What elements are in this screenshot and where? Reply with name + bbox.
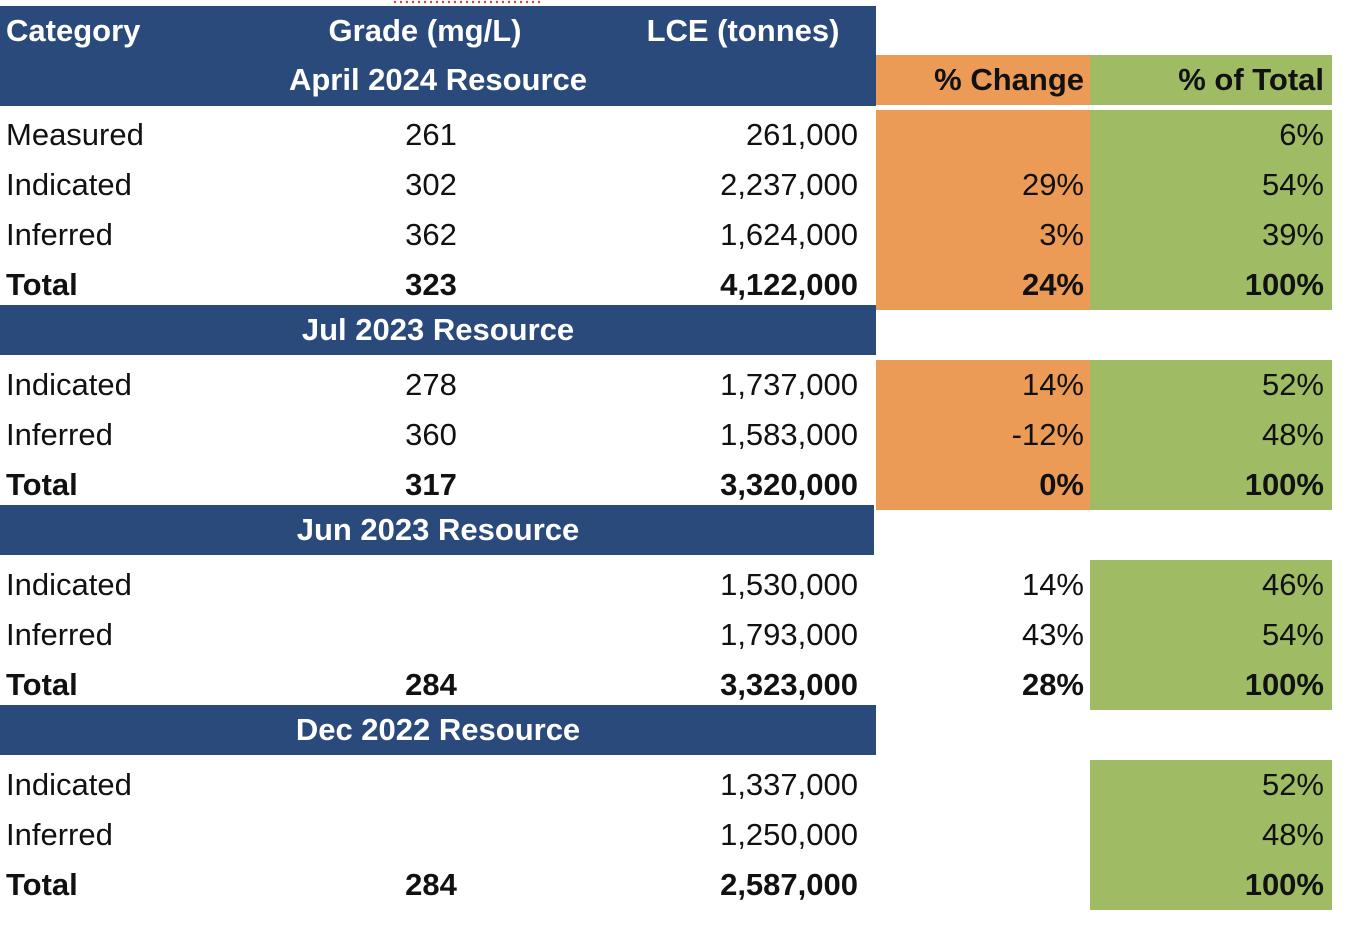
- cell-grade: 278: [405, 367, 457, 402]
- total-row[interactable]: Total 284 2,587,000 100%: [0, 860, 1362, 910]
- table-row[interactable]: Inferred 362 1,624,000 3% 39%: [0, 210, 1362, 260]
- cell-grade: 284: [405, 667, 457, 702]
- section-header-row: Jun 2023 Resource: [0, 505, 1362, 555]
- cell-category: Inferred: [6, 817, 113, 852]
- cell-change: 24%: [876, 260, 1090, 310]
- header-grade[interactable]: Grade (mg/L): [328, 13, 522, 48]
- cell-change: -12%: [876, 410, 1090, 460]
- cell-lce: 4,122,000: [720, 267, 858, 302]
- cell-change: [876, 810, 1090, 860]
- cell-change: 43%: [1021, 617, 1084, 652]
- cell-lce: 3,323,000: [720, 667, 858, 702]
- section-title: Jul 2023 Resource: [301, 312, 575, 347]
- cell-category: Indicated: [6, 567, 132, 602]
- cell-lce: 1,793,000: [720, 617, 858, 652]
- cell-grade: [280, 610, 610, 660]
- cell-grade: [280, 760, 610, 810]
- table-row[interactable]: Inferred 360 1,583,000 -12% 48%: [0, 410, 1362, 460]
- table-row[interactable]: Indicated 302 2,237,000 29% 54%: [0, 160, 1362, 210]
- cell-category: Total: [6, 667, 78, 702]
- cell-total: 100%: [1090, 860, 1332, 910]
- table-row[interactable]: Inferred 1,793,000 43% 54%: [0, 610, 1362, 660]
- cell-change: 14%: [876, 360, 1090, 410]
- cell-grade: [280, 810, 610, 860]
- cell-grade: [280, 560, 610, 610]
- cell-category: Indicated: [6, 767, 132, 802]
- cell-grade: 284: [405, 867, 457, 902]
- cell-change: 3%: [876, 210, 1090, 260]
- cell-total: 48%: [1090, 410, 1332, 460]
- cell-change: 28%: [1021, 667, 1084, 702]
- cell-category: Measured: [6, 117, 144, 152]
- cell-category: Total: [6, 867, 78, 902]
- cell-lce: 2,587,000: [720, 867, 858, 902]
- table-row[interactable]: Indicated 278 1,737,000 14% 52%: [0, 360, 1362, 410]
- cell-total: 52%: [1090, 760, 1332, 810]
- cell-total: 46%: [1090, 560, 1332, 610]
- cell-total: 39%: [1090, 210, 1332, 260]
- cell-grade: 302: [405, 167, 457, 202]
- cell-lce: 1,530,000: [720, 567, 858, 602]
- cell-lce: 1,250,000: [720, 817, 858, 852]
- cell-grade: 261: [405, 117, 457, 152]
- cell-lce: 1,583,000: [720, 417, 858, 452]
- cell-category: Total: [6, 267, 78, 302]
- cell-total: 48%: [1090, 810, 1332, 860]
- cell-category: Indicated: [6, 167, 132, 202]
- cell-category: Inferred: [6, 217, 113, 252]
- cell-change: [876, 760, 1090, 810]
- spell-check-underline: [392, 0, 542, 4]
- cell-change: [876, 110, 1090, 160]
- section-title: Dec 2022 Resource: [295, 712, 581, 747]
- total-row[interactable]: Total 323 4,122,000 24% 100%: [0, 260, 1362, 310]
- cell-change: 29%: [876, 160, 1090, 210]
- section-title: April 2024 Resource: [288, 62, 588, 97]
- cell-category: Inferred: [6, 617, 113, 652]
- table-header: [0, 6, 876, 106]
- section-header-row: Dec 2022 Resource: [0, 705, 1362, 755]
- section-title: Jun 2023 Resource: [296, 512, 580, 547]
- section-header-row: April 2024 Resource % Change % of Total: [0, 55, 1362, 105]
- table-row[interactable]: Indicated 1,530,000 14% 46%: [0, 560, 1362, 610]
- cell-total: 100%: [1090, 260, 1332, 310]
- header-change[interactable]: % Change: [876, 55, 1090, 105]
- cell-category: Total: [6, 467, 78, 502]
- cell-total: 52%: [1090, 360, 1332, 410]
- cell-total: 54%: [1090, 610, 1332, 660]
- cell-lce: 1,624,000: [720, 217, 858, 252]
- section-header: [0, 305, 876, 355]
- cell-total: 6%: [1090, 110, 1332, 160]
- total-row[interactable]: Total 284 3,323,000 28% 100%: [0, 660, 1362, 710]
- cell-category: Indicated: [6, 367, 132, 402]
- cell-grade: 317: [405, 467, 457, 502]
- header-category[interactable]: Category: [6, 13, 141, 48]
- table-row[interactable]: Measured 261 261,000 6%: [0, 110, 1362, 160]
- column-header-row: Category Grade (mg/L) LCE (tonnes): [0, 6, 1362, 56]
- total-row[interactable]: Total 317 3,320,000 0% 100%: [0, 460, 1362, 510]
- cell-lce: 1,337,000: [720, 767, 858, 802]
- cell-lce: 1,737,000: [720, 367, 858, 402]
- table-row[interactable]: Inferred 1,250,000 48%: [0, 810, 1362, 860]
- cell-change: [876, 860, 1090, 910]
- section-header: [0, 705, 876, 755]
- cell-grade: 323: [405, 267, 457, 302]
- cell-lce: 2,237,000: [720, 167, 858, 202]
- cell-grade: 362: [405, 217, 457, 252]
- header-lce[interactable]: LCE (tonnes): [646, 13, 840, 48]
- cell-category: Inferred: [6, 417, 113, 452]
- cell-total: 100%: [1090, 660, 1332, 710]
- cell-change: 14%: [1021, 567, 1084, 602]
- header-total[interactable]: % of Total: [1090, 55, 1332, 105]
- cell-lce: 3,320,000: [720, 467, 858, 502]
- cell-lce: 261,000: [745, 117, 858, 152]
- cell-total: 100%: [1090, 460, 1332, 510]
- cell-change: 0%: [876, 460, 1090, 510]
- cell-total: 54%: [1090, 160, 1332, 210]
- section-header: [0, 505, 874, 555]
- table-row[interactable]: Indicated 1,337,000 52%: [0, 760, 1362, 810]
- section-header-row: Jul 2023 Resource: [0, 305, 1362, 355]
- cell-grade: 360: [405, 417, 457, 452]
